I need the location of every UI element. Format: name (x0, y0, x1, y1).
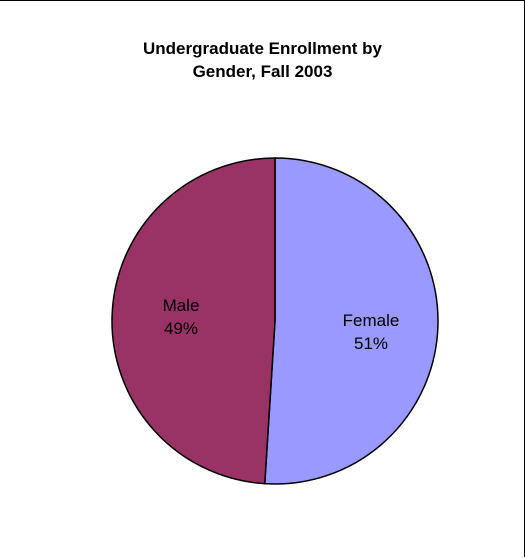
chart-title: Undergraduate Enrollment by Gender, Fall… (0, 37, 525, 83)
chart-title-line-2: Gender, Fall 2003 (192, 62, 333, 81)
pie-slices (111, 157, 439, 485)
slice-label-female: Female (343, 311, 400, 330)
slice-value-male: 49% (164, 319, 198, 338)
slice-label-male: Male (163, 296, 200, 315)
slice-labels: Female 51% Male 49% (163, 296, 400, 353)
chart-title-line-1: Undergraduate Enrollment by (143, 39, 382, 58)
pie-slice-female (263, 157, 439, 485)
slice-value-female: 51% (354, 334, 388, 353)
pie-slice-male (111, 157, 276, 485)
